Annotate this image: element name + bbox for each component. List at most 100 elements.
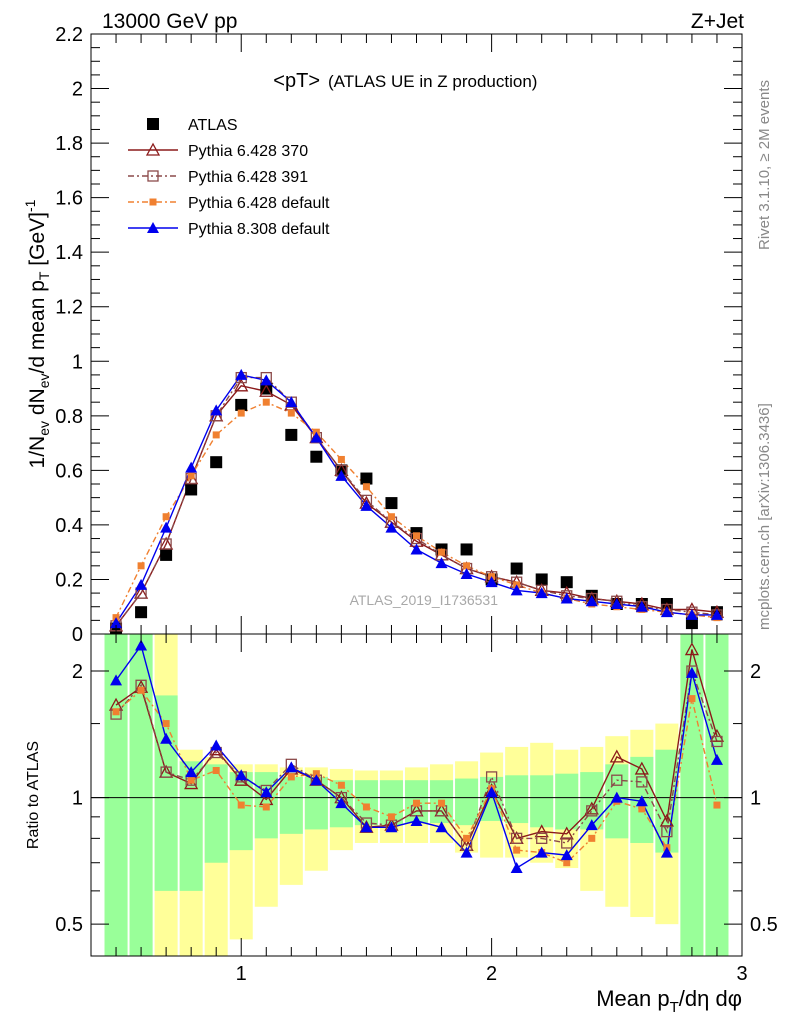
ratio-point-p8def xyxy=(535,846,548,858)
legend-marker-p391 xyxy=(147,170,159,182)
ratio-point-p370 xyxy=(609,749,624,763)
ratio-point-p8def xyxy=(210,739,223,751)
main-y-tick-label: 2 xyxy=(72,79,83,101)
ratio-point-p6def xyxy=(588,834,596,842)
main-plot-panel: 0 0.2 0.4 0.6 0.8 1 1.2 1.4 1.6 1.8 2 2.2 <pT> (ATL… xyxy=(22,24,743,646)
main-point-p8def xyxy=(160,521,173,533)
main-point-p6def xyxy=(287,409,295,417)
main-point-p8def xyxy=(610,598,623,609)
ratio-y-tick-label: 1 xyxy=(72,788,83,810)
ratio-band-inner xyxy=(204,764,228,863)
ratio-y-tick-label-right: 1 xyxy=(750,788,761,810)
ratio-point-p8def xyxy=(335,797,348,809)
ratio-band-inner xyxy=(304,776,328,830)
ratio-point-p391 xyxy=(711,735,723,748)
ratio-band-inner xyxy=(179,761,203,891)
ratio-point-p370 xyxy=(709,728,725,742)
ratio-y-tick-label-right: 2 xyxy=(750,661,761,683)
legend-label-p6def: Pythia 6.428 default xyxy=(188,195,330,212)
ratio-point-p6def xyxy=(387,813,395,821)
legend-marker-atlas xyxy=(147,118,159,130)
ratio-x-axis: 1 2 3 xyxy=(115,634,748,985)
main-point-atlas xyxy=(235,398,248,411)
legend-markers xyxy=(128,118,178,233)
ratio-point-p8def xyxy=(710,753,723,765)
main-point-p8def xyxy=(485,576,498,588)
main-point-atlas xyxy=(185,483,198,496)
main-point-atlas xyxy=(310,450,323,463)
main-point-atlas xyxy=(210,456,223,469)
ratio-point-p8def xyxy=(260,786,273,798)
header-process-label: Z+Jet xyxy=(691,10,744,33)
ratio-point-p370 xyxy=(534,824,549,838)
main-point-atlas xyxy=(510,562,523,575)
ratio-point-p8def xyxy=(285,761,298,773)
main-point-p8def xyxy=(560,592,573,604)
ratio-band-inner xyxy=(680,634,704,956)
ratio-y-axis: 0.5 0.5 1 1 2 2 xyxy=(55,661,778,936)
main-point-p391 xyxy=(160,538,172,550)
rivet-version-label: Rivet 3.1.10, ≥ 2M events xyxy=(756,80,773,250)
ratio-point-p370 xyxy=(684,642,700,656)
main-point-p6def xyxy=(337,455,345,463)
ratio-point-p6def xyxy=(513,846,521,854)
ratio-band-inner xyxy=(154,695,178,891)
main-point-p8def xyxy=(185,461,198,473)
legend-label-p8def: Pythia 8.308 default xyxy=(188,221,330,238)
ratio-point-p391 xyxy=(561,837,573,849)
ratio-point-p8def xyxy=(585,819,598,831)
main-point-p6def xyxy=(262,398,270,406)
main-y-tick-label: 1.4 xyxy=(55,242,83,264)
ratio-point-p6def xyxy=(337,781,345,789)
ratio-y-axis-title: Ratio to ATLAS xyxy=(25,741,42,849)
ratio-point-p370 xyxy=(659,813,674,827)
main-point-p6def xyxy=(237,409,245,417)
main-point-p8def xyxy=(410,543,423,555)
ratio-band-inner xyxy=(104,634,128,956)
ratio-series-line-p391 xyxy=(115,670,718,847)
ratio-point-p391 xyxy=(586,805,598,817)
ratio-point-p370 xyxy=(559,826,574,840)
main-point-p370 xyxy=(234,378,249,392)
main-point-p6def xyxy=(362,483,370,491)
main-y-tick-label: 0.2 xyxy=(55,569,83,591)
ratio-band-inner xyxy=(129,634,153,956)
ratio-point-p391 xyxy=(636,776,648,788)
main-point-p8def xyxy=(210,404,223,416)
ratio-y-tick-label-right: 0.5 xyxy=(750,914,778,936)
main-point-p8def xyxy=(335,469,348,481)
main-point-p8def xyxy=(110,617,123,629)
main-point-p8def xyxy=(285,396,298,408)
main-series-line-p370 xyxy=(115,385,718,627)
main-point-p8def xyxy=(310,431,323,443)
ratio-plot-marks xyxy=(108,639,725,874)
main-y-tick-label: 1.2 xyxy=(55,297,83,319)
main-point-p8def xyxy=(685,608,698,620)
ratio-band-inner xyxy=(530,775,554,828)
main-point-p6def xyxy=(463,562,471,570)
ratio-point-p391 xyxy=(536,832,548,845)
main-point-atlas xyxy=(460,543,473,556)
main-y-tick-label: 2.2 xyxy=(55,24,83,46)
main-y-tick-label: 0.4 xyxy=(55,515,83,537)
legend-marker-p370 xyxy=(145,142,161,156)
main-x-ticks xyxy=(115,34,743,634)
ratio-point-p8def xyxy=(410,814,423,826)
ratio-point-p6def xyxy=(212,767,220,775)
ratio-point-p8def xyxy=(360,821,373,833)
main-point-p8def xyxy=(260,374,273,386)
main-point-p6def xyxy=(212,431,220,439)
main-y-tick-label: 0 xyxy=(72,624,83,646)
main-point-p8def xyxy=(660,606,673,618)
ratio-point-p6def xyxy=(563,859,571,867)
ratio-plot-panel: 0.5 0.5 1 1 2 2 1 2 3 Ratio to ATLAS Mean pT/dη… xyxy=(25,633,778,1016)
main-y-axis-title: 1/Nev dNev/d mean pT [GeV]-1 xyxy=(22,199,52,468)
ratio-point-p8def xyxy=(110,674,123,686)
main-point-p6def xyxy=(137,562,145,570)
legend-label-atlas: ATLAS xyxy=(188,117,238,134)
ratio-point-p8def xyxy=(185,766,198,778)
ratio-band-inner xyxy=(279,776,303,834)
ratio-y-tick-label: 2 xyxy=(72,661,83,683)
legend: ATLAS Pythia 6.428 370 Pythia 6.428 391 … xyxy=(128,117,330,238)
ratio-point-p370 xyxy=(634,761,649,775)
